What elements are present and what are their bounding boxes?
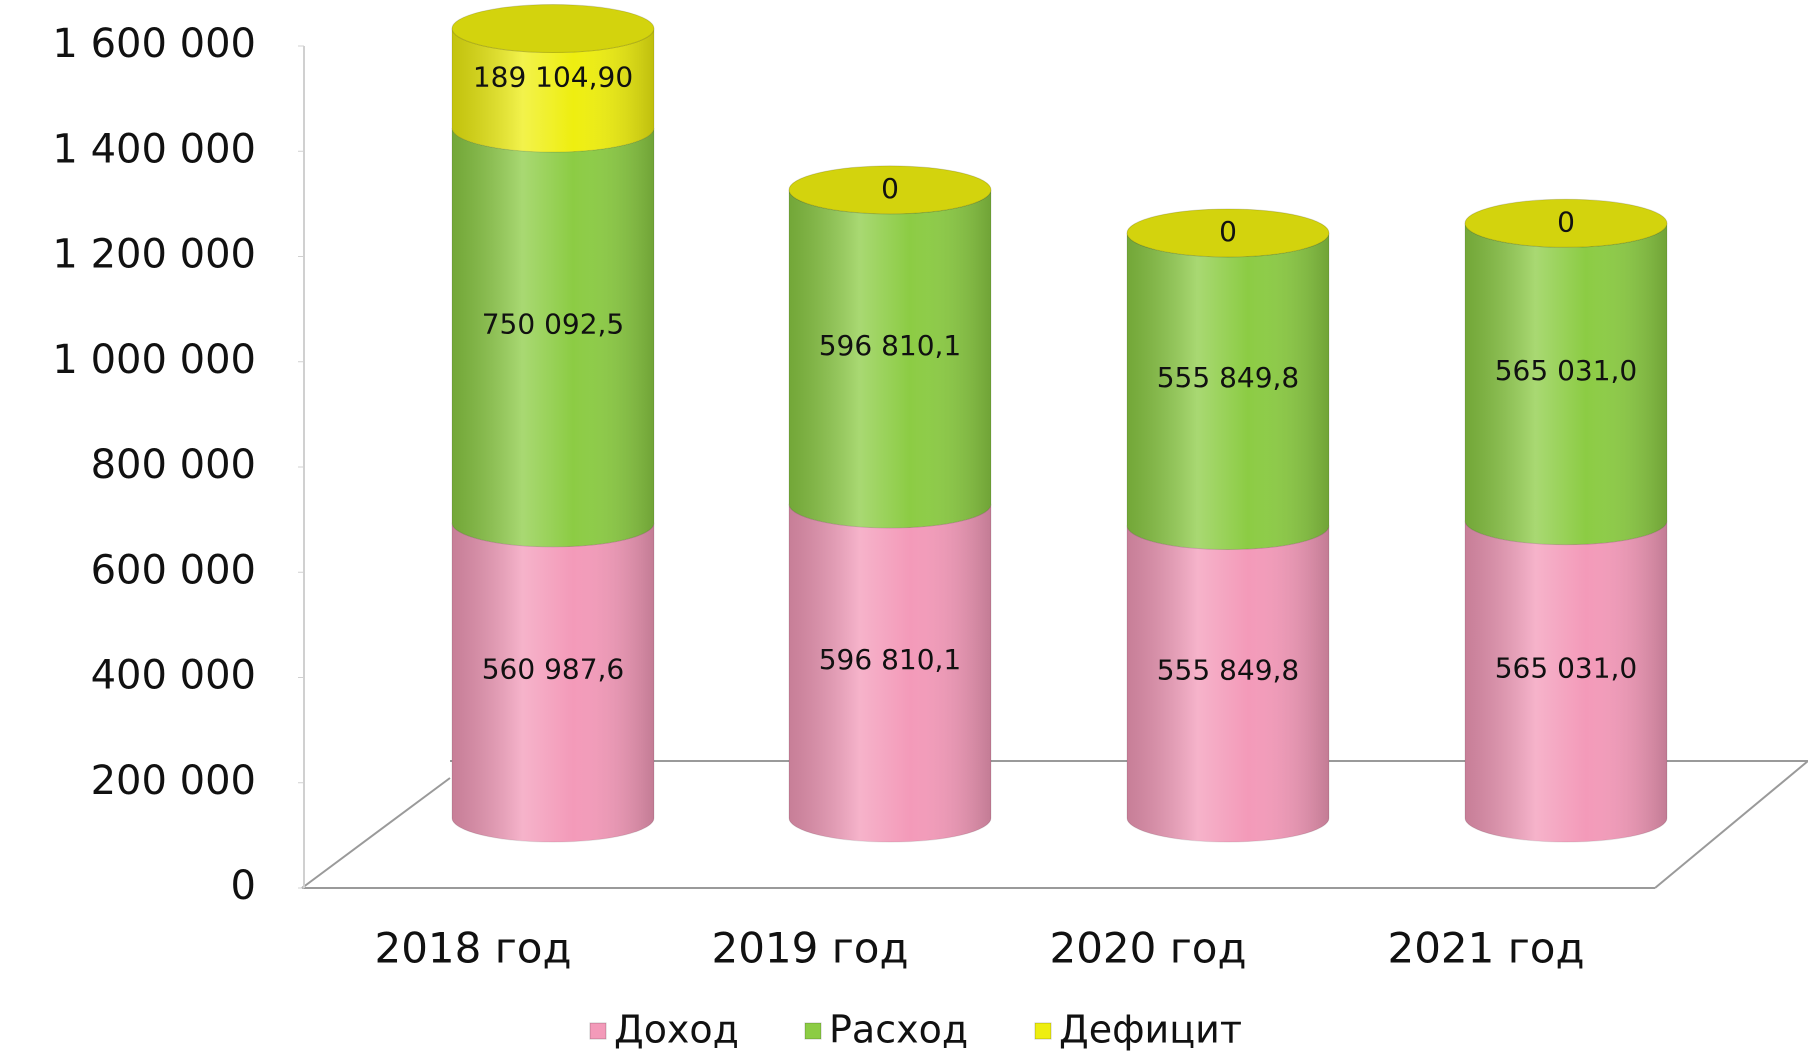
value-label: 555 849,8 bbox=[1157, 654, 1300, 687]
value-label: 0 bbox=[1557, 205, 1575, 238]
bar-segment bbox=[788, 165, 992, 215]
legend-label: Дефицит bbox=[1059, 1008, 1242, 1052]
x-tick-label: 2018 год bbox=[374, 924, 571, 973]
cylinder-shade bbox=[789, 503, 991, 842]
legend-label: Доход bbox=[614, 1008, 739, 1052]
cylinder-cap bbox=[1464, 198, 1668, 248]
y-tick-label: 1 600 000 bbox=[52, 21, 256, 67]
y-tick-label: 400 000 bbox=[91, 653, 256, 699]
bar-segment bbox=[1126, 232, 1330, 550]
bar-segment bbox=[451, 4, 655, 153]
cylinder-cap bbox=[451, 4, 655, 54]
bar-segment bbox=[1464, 223, 1668, 546]
cylinder-cap bbox=[1126, 208, 1330, 258]
bar-segment bbox=[1464, 520, 1668, 843]
cylinder-cap-shade bbox=[1127, 208, 1329, 257]
floor-edge bbox=[1654, 760, 1808, 889]
cylinder-cap-shade bbox=[789, 165, 991, 214]
legend-label: Расход bbox=[829, 1008, 968, 1052]
bar-segment bbox=[1464, 198, 1668, 248]
y-tick-label: 0 bbox=[231, 863, 256, 909]
cylinder-shade bbox=[1127, 525, 1329, 842]
legend-swatch bbox=[589, 1022, 607, 1040]
bar-segment bbox=[451, 522, 655, 843]
y-tick-label: 600 000 bbox=[91, 547, 256, 593]
value-label: 0 bbox=[1219, 215, 1237, 248]
bar-segment bbox=[1126, 525, 1330, 843]
cylinder-shade bbox=[789, 189, 991, 528]
legend-swatch bbox=[804, 1022, 822, 1040]
value-label: 596 810,1 bbox=[819, 643, 962, 676]
y-tick-label: 1 000 000 bbox=[52, 337, 256, 383]
x-tick-label: 2019 год bbox=[711, 924, 908, 973]
cylinder-cap-shade bbox=[452, 4, 654, 53]
value-label: 565 031,0 bbox=[1495, 354, 1638, 387]
x-tick-label: 2021 год bbox=[1387, 924, 1584, 973]
y-tick-label: 200 000 bbox=[91, 758, 256, 804]
cylinder-shade bbox=[452, 128, 654, 547]
y-tick-label: 1 200 000 bbox=[52, 232, 256, 278]
floor-edge bbox=[301, 777, 451, 889]
cylinder-shade bbox=[452, 28, 654, 153]
bar-segment bbox=[1126, 208, 1330, 258]
cylinder-shade bbox=[1465, 223, 1667, 545]
bar-segment bbox=[451, 128, 655, 548]
bar-segment bbox=[788, 503, 992, 843]
cylinder-shade bbox=[452, 522, 654, 842]
cylinder-cap bbox=[788, 165, 992, 215]
cylinder-shade bbox=[1127, 232, 1329, 550]
cylinder-cap-shade bbox=[1465, 199, 1667, 248]
value-label: 555 849,8 bbox=[1157, 361, 1300, 394]
bar-segment bbox=[788, 189, 992, 529]
y-tick-label: 1 400 000 bbox=[52, 126, 256, 172]
value-label: 565 031,0 bbox=[1495, 651, 1638, 684]
value-label: 189 104,90 bbox=[473, 60, 633, 93]
x-tick-label: 2020 год bbox=[1049, 924, 1246, 973]
cylinder-shade bbox=[1465, 520, 1667, 842]
y-tick-label: 800 000 bbox=[91, 442, 256, 488]
value-label: 596 810,1 bbox=[819, 329, 962, 362]
legend-swatch bbox=[1034, 1022, 1052, 1040]
value-label: 0 bbox=[881, 172, 899, 205]
value-label: 560 987,6 bbox=[482, 652, 625, 685]
value-label: 750 092,5 bbox=[482, 307, 625, 340]
